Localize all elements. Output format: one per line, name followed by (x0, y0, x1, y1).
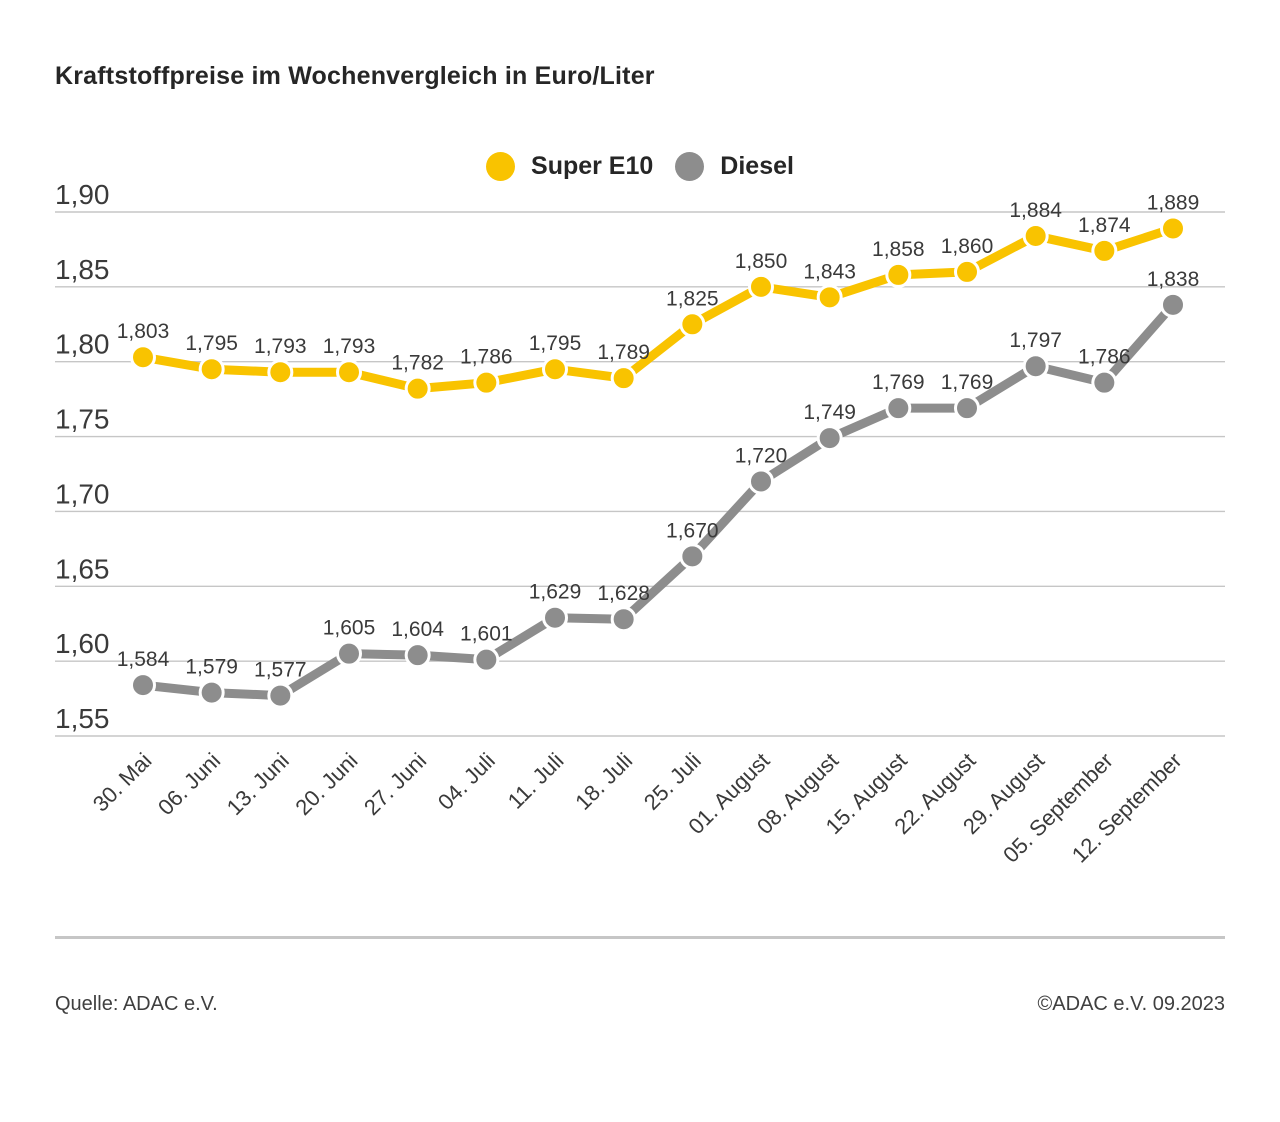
data-point-label: 1,577 (254, 659, 307, 682)
y-axis-tick-label: 1,70 (55, 478, 110, 509)
data-point-label: 1,786 (1078, 346, 1131, 369)
data-point-label: 1,601 (460, 623, 513, 646)
data-point-marker (748, 468, 774, 495)
legend-label-super-e10: Super E10 (531, 152, 654, 180)
legend-item-diesel: Diesel (675, 152, 794, 181)
data-point-label: 1,720 (735, 444, 788, 467)
x-axis-tick-label: 04. Juli (433, 748, 500, 815)
y-axis-tick-label: 1,65 (55, 553, 110, 584)
y-axis-tick-label: 1,90 (55, 179, 110, 210)
series-line-super-e10 (138, 223, 1178, 394)
data-point-label: 1,605 (323, 617, 376, 640)
data-point-label: 1,795 (529, 332, 582, 355)
data-point-label: 1,858 (872, 238, 925, 261)
data-point-label: 1,749 (803, 401, 856, 424)
y-axis-tick-label: 1,55 (55, 703, 110, 734)
x-axis-tick-label: 06. Juni (153, 748, 225, 820)
data-point-marker (542, 356, 568, 383)
data-point-marker (816, 425, 843, 452)
data-point-marker (816, 284, 843, 311)
chart-title: Kraftstoffpreise im Wochenvergleich in E… (55, 62, 655, 90)
data-point-marker (1091, 369, 1118, 396)
data-point-marker (679, 311, 706, 338)
data-point-marker (336, 359, 362, 386)
data-point-label: 1,850 (735, 250, 788, 273)
data-point-label: 1,670 (666, 519, 719, 542)
data-point-marker (1022, 353, 1049, 380)
data-point-marker (267, 682, 294, 709)
data-point-marker (473, 646, 500, 673)
data-point-marker (885, 395, 912, 422)
diesel-marker-icon (675, 152, 705, 181)
y-axis-tick-label: 1,60 (55, 628, 110, 659)
data-point-label: 1,629 (529, 581, 582, 604)
data-point-marker (1091, 237, 1118, 264)
legend-label-diesel: Diesel (720, 152, 794, 180)
data-point-marker (130, 672, 156, 699)
data-point-marker (198, 679, 225, 706)
source-note: Quelle: ADAC e.V. (55, 993, 218, 1015)
data-point-label: 1,803 (117, 320, 170, 343)
data-point-label: 1,884 (1009, 199, 1062, 222)
data-point-label: 1,782 (391, 352, 444, 375)
super-e10-marker-icon (486, 152, 516, 181)
y-axis-tick-label: 1,75 (55, 404, 110, 435)
data-point-label: 1,793 (254, 335, 307, 358)
data-point-label: 1,579 (185, 656, 238, 679)
data-point-marker (404, 642, 431, 669)
data-point-label: 1,769 (872, 371, 925, 394)
data-point-label: 1,860 (941, 235, 994, 258)
data-point-marker (954, 258, 980, 285)
x-axis-tick-label: 30. Mai (88, 748, 157, 817)
data-point-marker (610, 365, 637, 392)
data-point-marker (404, 375, 431, 402)
data-point-marker (748, 273, 774, 300)
legend-item-super-e10: Super E10 (486, 152, 653, 181)
data-point-label: 1,797 (1009, 329, 1062, 352)
data-point-marker (542, 604, 568, 631)
data-point-label: 1,825 (666, 287, 719, 310)
chart-legend: Super E10 Diesel (0, 152, 1280, 181)
data-point-marker (336, 640, 362, 667)
data-point-marker (473, 369, 500, 396)
data-point-label: 1,789 (597, 341, 650, 364)
data-point-label: 1,795 (185, 332, 238, 355)
y-axis-tick-label: 1,85 (55, 254, 110, 285)
x-axis-tick-label: 20. Juni (290, 748, 362, 820)
data-point-label: 1,604 (391, 618, 444, 641)
data-point-marker (885, 261, 912, 288)
data-point-marker (610, 606, 637, 633)
data-point-marker (679, 543, 706, 570)
x-axis-tick-label: 27. Juni (359, 748, 431, 820)
data-point-label: 1,769 (941, 371, 994, 394)
data-point-marker (130, 344, 156, 371)
x-axis-tick-label: 18. Juli (570, 748, 637, 815)
data-point-label: 1,584 (117, 648, 170, 671)
data-point-label: 1,786 (460, 346, 513, 369)
x-axis-tick-label: 25. Juli (639, 748, 706, 815)
data-point-label: 1,874 (1078, 214, 1131, 237)
data-point-marker (954, 395, 980, 422)
data-point-marker (198, 356, 225, 383)
x-axis-tick-label: 11. Juli (503, 748, 569, 814)
copyright-note: ©ADAC e.V. 09.2023 (1037, 993, 1225, 1015)
data-point-label: 1,628 (597, 582, 650, 605)
x-axis-tick-label: 13. Juni (222, 748, 294, 820)
data-point-label: 1,843 (803, 260, 856, 283)
data-point-label: 1,889 (1147, 191, 1200, 214)
data-point-marker (1160, 291, 1186, 318)
series-line-diesel (138, 300, 1178, 701)
data-point-marker (1022, 222, 1049, 249)
data-point-label: 1,793 (323, 335, 376, 358)
y-axis-tick-label: 1,80 (55, 329, 110, 360)
data-point-marker (1160, 215, 1186, 242)
data-point-label: 1,838 (1147, 268, 1200, 291)
footer-divider (55, 936, 1225, 939)
data-point-marker (267, 359, 294, 386)
